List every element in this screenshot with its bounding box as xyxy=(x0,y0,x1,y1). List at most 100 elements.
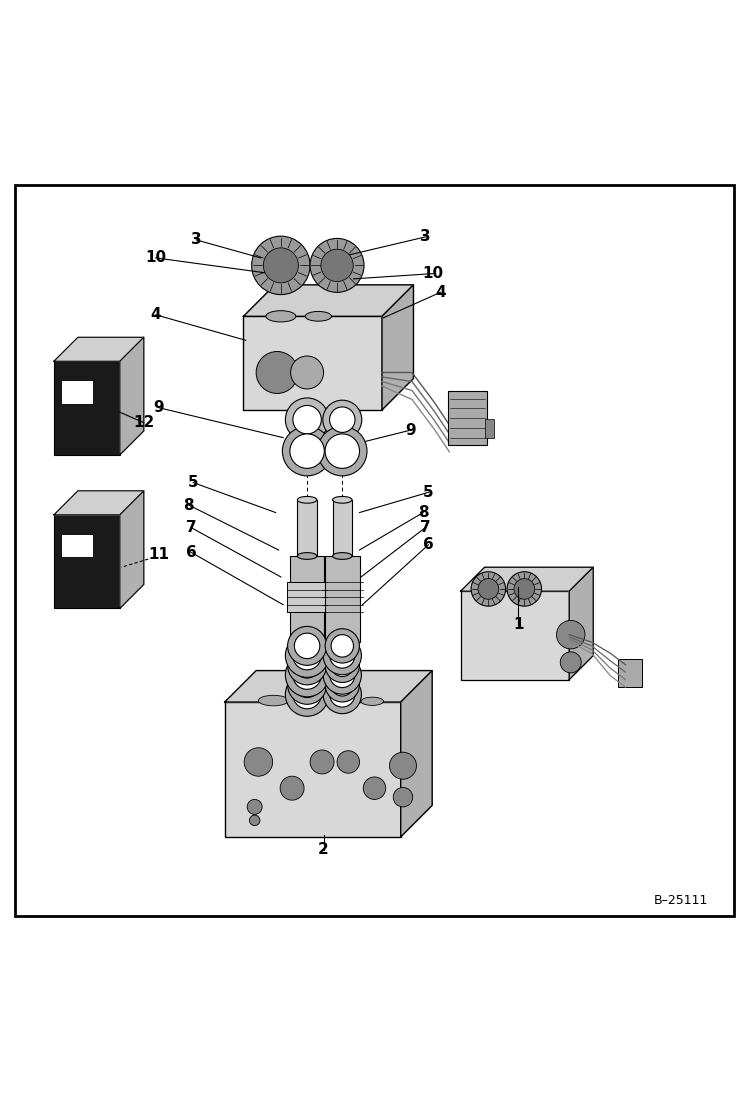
Circle shape xyxy=(247,800,262,814)
Ellipse shape xyxy=(266,310,296,321)
Circle shape xyxy=(323,400,362,439)
Circle shape xyxy=(285,634,329,677)
Text: 10: 10 xyxy=(145,250,166,265)
Text: 3: 3 xyxy=(420,229,431,245)
Circle shape xyxy=(290,434,324,468)
Circle shape xyxy=(288,666,327,704)
Circle shape xyxy=(321,249,354,282)
Text: 5: 5 xyxy=(188,475,198,490)
Circle shape xyxy=(310,238,364,292)
Text: 4: 4 xyxy=(435,285,446,299)
Circle shape xyxy=(325,668,360,702)
Circle shape xyxy=(318,427,367,476)
Bar xyxy=(243,316,382,410)
Bar xyxy=(287,583,327,612)
Bar xyxy=(290,556,324,642)
Circle shape xyxy=(264,248,298,283)
Text: 1: 1 xyxy=(513,618,524,632)
Ellipse shape xyxy=(361,698,383,705)
Circle shape xyxy=(291,357,324,389)
Circle shape xyxy=(288,626,327,666)
Polygon shape xyxy=(382,285,413,410)
Text: 5: 5 xyxy=(423,485,434,500)
Text: 12: 12 xyxy=(133,415,154,430)
Circle shape xyxy=(285,654,329,697)
Polygon shape xyxy=(54,337,144,361)
Polygon shape xyxy=(120,337,144,455)
Bar xyxy=(618,658,642,687)
Bar xyxy=(333,500,352,556)
Bar xyxy=(325,556,360,642)
Text: 9: 9 xyxy=(405,422,416,438)
Bar xyxy=(448,392,487,445)
Circle shape xyxy=(393,788,413,807)
Circle shape xyxy=(323,636,362,675)
Polygon shape xyxy=(225,670,432,702)
Circle shape xyxy=(280,777,304,800)
Circle shape xyxy=(294,653,320,678)
Polygon shape xyxy=(461,567,593,591)
Circle shape xyxy=(330,663,355,688)
Circle shape xyxy=(282,427,332,476)
Ellipse shape xyxy=(296,698,318,705)
Circle shape xyxy=(331,635,354,657)
Circle shape xyxy=(478,578,499,599)
Bar xyxy=(225,702,401,837)
Circle shape xyxy=(331,674,354,695)
Circle shape xyxy=(252,236,310,295)
Circle shape xyxy=(293,406,321,434)
Circle shape xyxy=(330,682,355,708)
Polygon shape xyxy=(569,567,593,679)
Bar xyxy=(485,419,494,438)
Circle shape xyxy=(249,815,260,826)
Bar xyxy=(297,500,317,556)
Circle shape xyxy=(323,676,362,714)
Circle shape xyxy=(285,398,329,441)
Circle shape xyxy=(330,407,355,432)
Circle shape xyxy=(337,750,360,773)
Circle shape xyxy=(294,633,320,658)
Ellipse shape xyxy=(306,312,331,321)
Polygon shape xyxy=(54,490,144,514)
Circle shape xyxy=(560,652,581,672)
Text: B–25111: B–25111 xyxy=(653,894,708,906)
Circle shape xyxy=(256,351,298,394)
Ellipse shape xyxy=(297,497,317,504)
Bar xyxy=(61,380,93,404)
Circle shape xyxy=(288,646,327,685)
Circle shape xyxy=(293,680,321,709)
Circle shape xyxy=(294,672,320,698)
Polygon shape xyxy=(401,670,432,837)
Bar xyxy=(61,533,93,557)
Circle shape xyxy=(293,642,321,670)
Circle shape xyxy=(325,648,360,682)
Ellipse shape xyxy=(333,497,352,504)
Polygon shape xyxy=(243,285,413,316)
Circle shape xyxy=(389,753,416,779)
Circle shape xyxy=(557,621,585,648)
Circle shape xyxy=(471,572,506,607)
Circle shape xyxy=(331,654,354,677)
Text: 9: 9 xyxy=(154,400,164,415)
Circle shape xyxy=(325,629,360,663)
Text: 7: 7 xyxy=(420,520,431,535)
Ellipse shape xyxy=(333,553,352,559)
Text: 4: 4 xyxy=(151,307,161,323)
Polygon shape xyxy=(120,490,144,609)
Bar xyxy=(54,514,120,609)
Circle shape xyxy=(293,660,321,689)
Bar xyxy=(461,591,569,679)
Text: 7: 7 xyxy=(186,520,196,535)
Circle shape xyxy=(310,750,334,774)
Circle shape xyxy=(330,643,355,668)
Circle shape xyxy=(507,572,542,607)
Bar xyxy=(54,361,120,455)
Text: 10: 10 xyxy=(422,267,443,281)
Ellipse shape xyxy=(297,553,317,559)
Circle shape xyxy=(325,434,360,468)
Text: 6: 6 xyxy=(186,545,196,559)
Text: 2: 2 xyxy=(318,842,329,857)
Text: 6: 6 xyxy=(423,538,434,552)
Circle shape xyxy=(514,578,535,599)
Circle shape xyxy=(363,777,386,800)
